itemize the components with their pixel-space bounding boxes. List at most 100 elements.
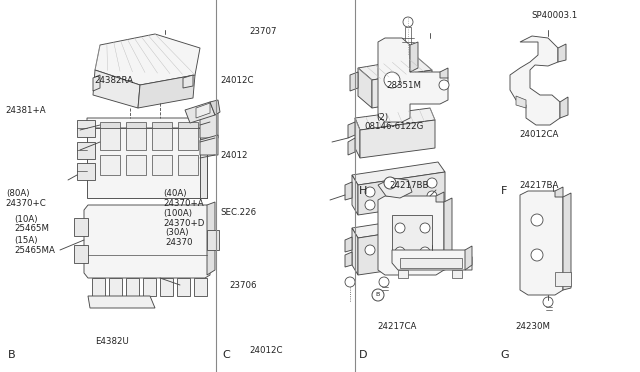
Text: SEC.226: SEC.226: [220, 208, 256, 217]
Polygon shape: [345, 237, 352, 252]
Text: 08146-6122G: 08146-6122G: [365, 122, 424, 131]
Polygon shape: [452, 270, 462, 278]
Polygon shape: [358, 68, 372, 108]
Circle shape: [365, 245, 375, 255]
Polygon shape: [440, 68, 448, 78]
Polygon shape: [516, 96, 526, 108]
Polygon shape: [77, 163, 95, 180]
Text: 24230M: 24230M: [516, 322, 551, 331]
Polygon shape: [358, 58, 432, 80]
Polygon shape: [87, 128, 207, 198]
Polygon shape: [93, 75, 100, 91]
Polygon shape: [77, 120, 95, 137]
Polygon shape: [100, 155, 120, 175]
Polygon shape: [87, 118, 205, 128]
Polygon shape: [92, 278, 105, 296]
Polygon shape: [465, 246, 472, 270]
Polygon shape: [126, 155, 146, 175]
Polygon shape: [138, 75, 195, 108]
Polygon shape: [178, 122, 198, 128]
Text: 24382RA: 24382RA: [95, 76, 134, 85]
Polygon shape: [95, 34, 200, 85]
Text: 25465MA: 25465MA: [14, 246, 55, 254]
Text: C: C: [223, 350, 230, 360]
Circle shape: [384, 72, 400, 88]
Text: (30A): (30A): [165, 228, 189, 237]
Polygon shape: [74, 218, 88, 236]
Polygon shape: [210, 100, 220, 115]
Polygon shape: [352, 214, 448, 238]
Polygon shape: [345, 182, 352, 200]
Text: 24012C: 24012C: [250, 346, 283, 355]
Text: G: G: [500, 350, 509, 360]
Circle shape: [427, 178, 437, 188]
Polygon shape: [372, 70, 432, 108]
Polygon shape: [77, 142, 95, 159]
Polygon shape: [398, 270, 408, 278]
Polygon shape: [345, 252, 352, 267]
Polygon shape: [152, 128, 172, 150]
Polygon shape: [352, 175, 358, 215]
Text: 24217BB: 24217BB: [389, 181, 429, 190]
Polygon shape: [152, 122, 172, 128]
Text: 24217CA: 24217CA: [378, 322, 417, 331]
Text: F: F: [500, 186, 507, 196]
Polygon shape: [185, 102, 215, 123]
Circle shape: [345, 277, 355, 287]
Polygon shape: [348, 122, 355, 138]
Polygon shape: [200, 112, 218, 138]
Polygon shape: [160, 278, 173, 296]
Polygon shape: [555, 187, 563, 197]
Polygon shape: [196, 103, 210, 118]
Circle shape: [379, 277, 389, 287]
Polygon shape: [378, 178, 412, 198]
Polygon shape: [126, 278, 139, 296]
Text: (80A): (80A): [6, 189, 29, 198]
Polygon shape: [378, 196, 444, 275]
Text: 24217BA: 24217BA: [520, 181, 559, 190]
Circle shape: [395, 223, 405, 233]
Polygon shape: [392, 215, 432, 260]
Polygon shape: [510, 36, 560, 125]
Text: 24370+D: 24370+D: [163, 219, 205, 228]
Text: 24012: 24012: [220, 151, 248, 160]
Polygon shape: [88, 296, 155, 308]
Polygon shape: [126, 122, 146, 128]
Polygon shape: [207, 202, 215, 275]
Text: 25465M: 25465M: [14, 224, 49, 233]
Circle shape: [531, 214, 543, 226]
Polygon shape: [520, 191, 563, 295]
Polygon shape: [152, 155, 172, 175]
Circle shape: [395, 247, 405, 257]
Polygon shape: [200, 135, 218, 155]
Text: (40A): (40A): [163, 189, 187, 198]
Circle shape: [384, 177, 396, 189]
Polygon shape: [558, 44, 566, 62]
Text: (15A): (15A): [14, 236, 38, 245]
Circle shape: [365, 187, 375, 197]
Polygon shape: [563, 193, 571, 290]
Text: 24370+C: 24370+C: [6, 199, 47, 208]
Circle shape: [531, 249, 543, 261]
Polygon shape: [100, 128, 120, 150]
Text: 24012C: 24012C: [220, 76, 253, 85]
Polygon shape: [178, 128, 198, 150]
Text: E4382U: E4382U: [95, 337, 129, 346]
Polygon shape: [555, 272, 571, 286]
Text: B: B: [8, 350, 15, 360]
Circle shape: [420, 223, 430, 233]
Polygon shape: [358, 224, 448, 275]
Text: 24370: 24370: [165, 238, 193, 247]
Polygon shape: [126, 128, 146, 150]
Circle shape: [420, 247, 430, 257]
Polygon shape: [436, 192, 444, 202]
Circle shape: [372, 289, 384, 301]
Text: 24370+A: 24370+A: [163, 199, 204, 208]
Text: SP40003.1: SP40003.1: [531, 11, 577, 20]
Circle shape: [403, 17, 413, 27]
Text: D: D: [358, 350, 367, 360]
Polygon shape: [378, 38, 448, 122]
Polygon shape: [352, 162, 445, 185]
Text: 23707: 23707: [250, 27, 277, 36]
Polygon shape: [100, 122, 120, 128]
